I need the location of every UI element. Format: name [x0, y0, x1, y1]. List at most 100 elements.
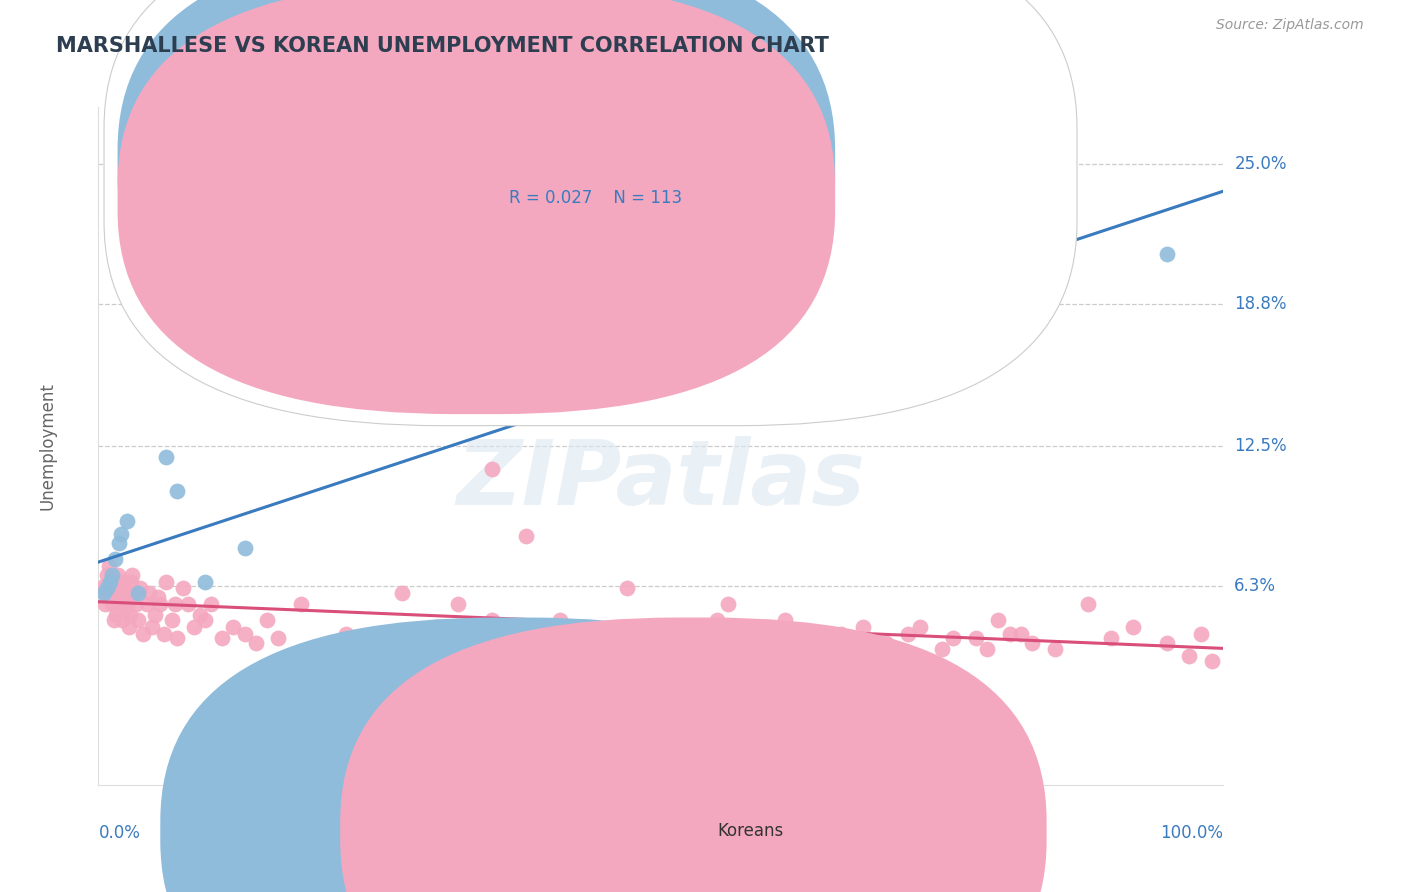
Point	[1043, 642, 1066, 657]
Point	[672, 631, 695, 645]
Point	[627, 649, 650, 664]
Point	[172, 582, 194, 596]
Point	[762, 626, 785, 640]
Point	[773, 613, 796, 627]
Text: ZIPatlas: ZIPatlas	[457, 436, 865, 524]
Point	[108, 591, 131, 605]
Point	[785, 635, 807, 649]
Point	[683, 635, 706, 649]
Point	[335, 626, 357, 640]
Point	[98, 591, 121, 605]
Point	[942, 631, 965, 645]
Text: 25.0%: 25.0%	[1234, 154, 1286, 172]
Point	[149, 597, 172, 611]
Point	[115, 514, 138, 528]
Point	[101, 574, 124, 589]
Text: Source: ZipAtlas.com: Source: ZipAtlas.com	[1216, 18, 1364, 32]
Text: R = 0.027    N = 113: R = 0.027 N = 113	[509, 189, 682, 207]
Point	[104, 597, 127, 611]
Point	[796, 642, 818, 657]
Point	[560, 626, 582, 640]
Point	[233, 626, 256, 640]
Point	[183, 620, 205, 634]
Point	[188, 608, 211, 623]
Point	[101, 586, 124, 600]
Point	[875, 635, 897, 649]
Point	[112, 574, 135, 589]
Point	[1099, 631, 1122, 645]
Point	[1156, 635, 1178, 649]
Point	[852, 620, 875, 634]
Point	[1178, 649, 1201, 664]
Point	[582, 642, 605, 657]
Point	[650, 281, 672, 295]
FancyBboxPatch shape	[340, 617, 1046, 892]
Point	[127, 613, 149, 627]
Point	[105, 608, 128, 623]
Point	[96, 567, 118, 582]
Point	[818, 631, 841, 645]
Point	[998, 626, 1021, 640]
Point	[166, 484, 188, 499]
Text: Unemployment: Unemployment	[39, 382, 56, 510]
Point	[117, 591, 139, 605]
Point	[93, 579, 115, 593]
Point	[155, 450, 177, 465]
Point	[118, 620, 141, 634]
Point	[110, 582, 132, 596]
FancyBboxPatch shape	[160, 617, 866, 892]
Point	[987, 613, 1010, 627]
Point	[96, 591, 118, 605]
Point	[107, 536, 129, 550]
Point	[177, 597, 200, 611]
Point	[122, 586, 145, 600]
Point	[132, 626, 155, 640]
Point	[391, 586, 413, 600]
Point	[121, 567, 143, 582]
Point	[290, 597, 312, 611]
Point	[97, 558, 120, 573]
Point	[146, 591, 169, 605]
Point	[515, 635, 537, 649]
Point	[897, 626, 920, 640]
Point	[110, 527, 132, 541]
Point	[931, 642, 953, 657]
Point	[515, 529, 537, 543]
Point	[548, 613, 571, 627]
Text: R = 0.925    N =  15: R = 0.925 N = 15	[509, 153, 676, 171]
Point	[94, 597, 117, 611]
Point	[141, 620, 163, 634]
Point	[256, 613, 278, 627]
Point	[166, 631, 188, 645]
Text: 18.8%: 18.8%	[1234, 294, 1286, 312]
Point	[163, 597, 186, 611]
Point	[1077, 597, 1099, 611]
Point	[127, 586, 149, 600]
Point	[104, 552, 127, 566]
Text: 6.3%: 6.3%	[1234, 577, 1277, 595]
Text: Marshallese: Marshallese	[537, 822, 637, 840]
Point	[717, 597, 740, 611]
Point	[1201, 654, 1223, 668]
Point	[211, 631, 233, 645]
Point	[751, 631, 773, 645]
Point	[138, 586, 160, 600]
Point	[114, 604, 136, 618]
Point	[976, 642, 998, 657]
Point	[112, 586, 135, 600]
Point	[103, 613, 125, 627]
Point	[143, 608, 166, 623]
Point	[129, 582, 152, 596]
Point	[152, 626, 174, 640]
Point	[447, 597, 470, 611]
Point	[1122, 620, 1144, 634]
Point	[93, 586, 115, 600]
Point	[740, 642, 762, 657]
Point	[115, 597, 138, 611]
Point	[100, 574, 122, 589]
Point	[481, 461, 503, 475]
Point	[200, 597, 222, 611]
Point	[908, 620, 931, 634]
Point	[537, 642, 560, 657]
Point	[101, 567, 124, 582]
